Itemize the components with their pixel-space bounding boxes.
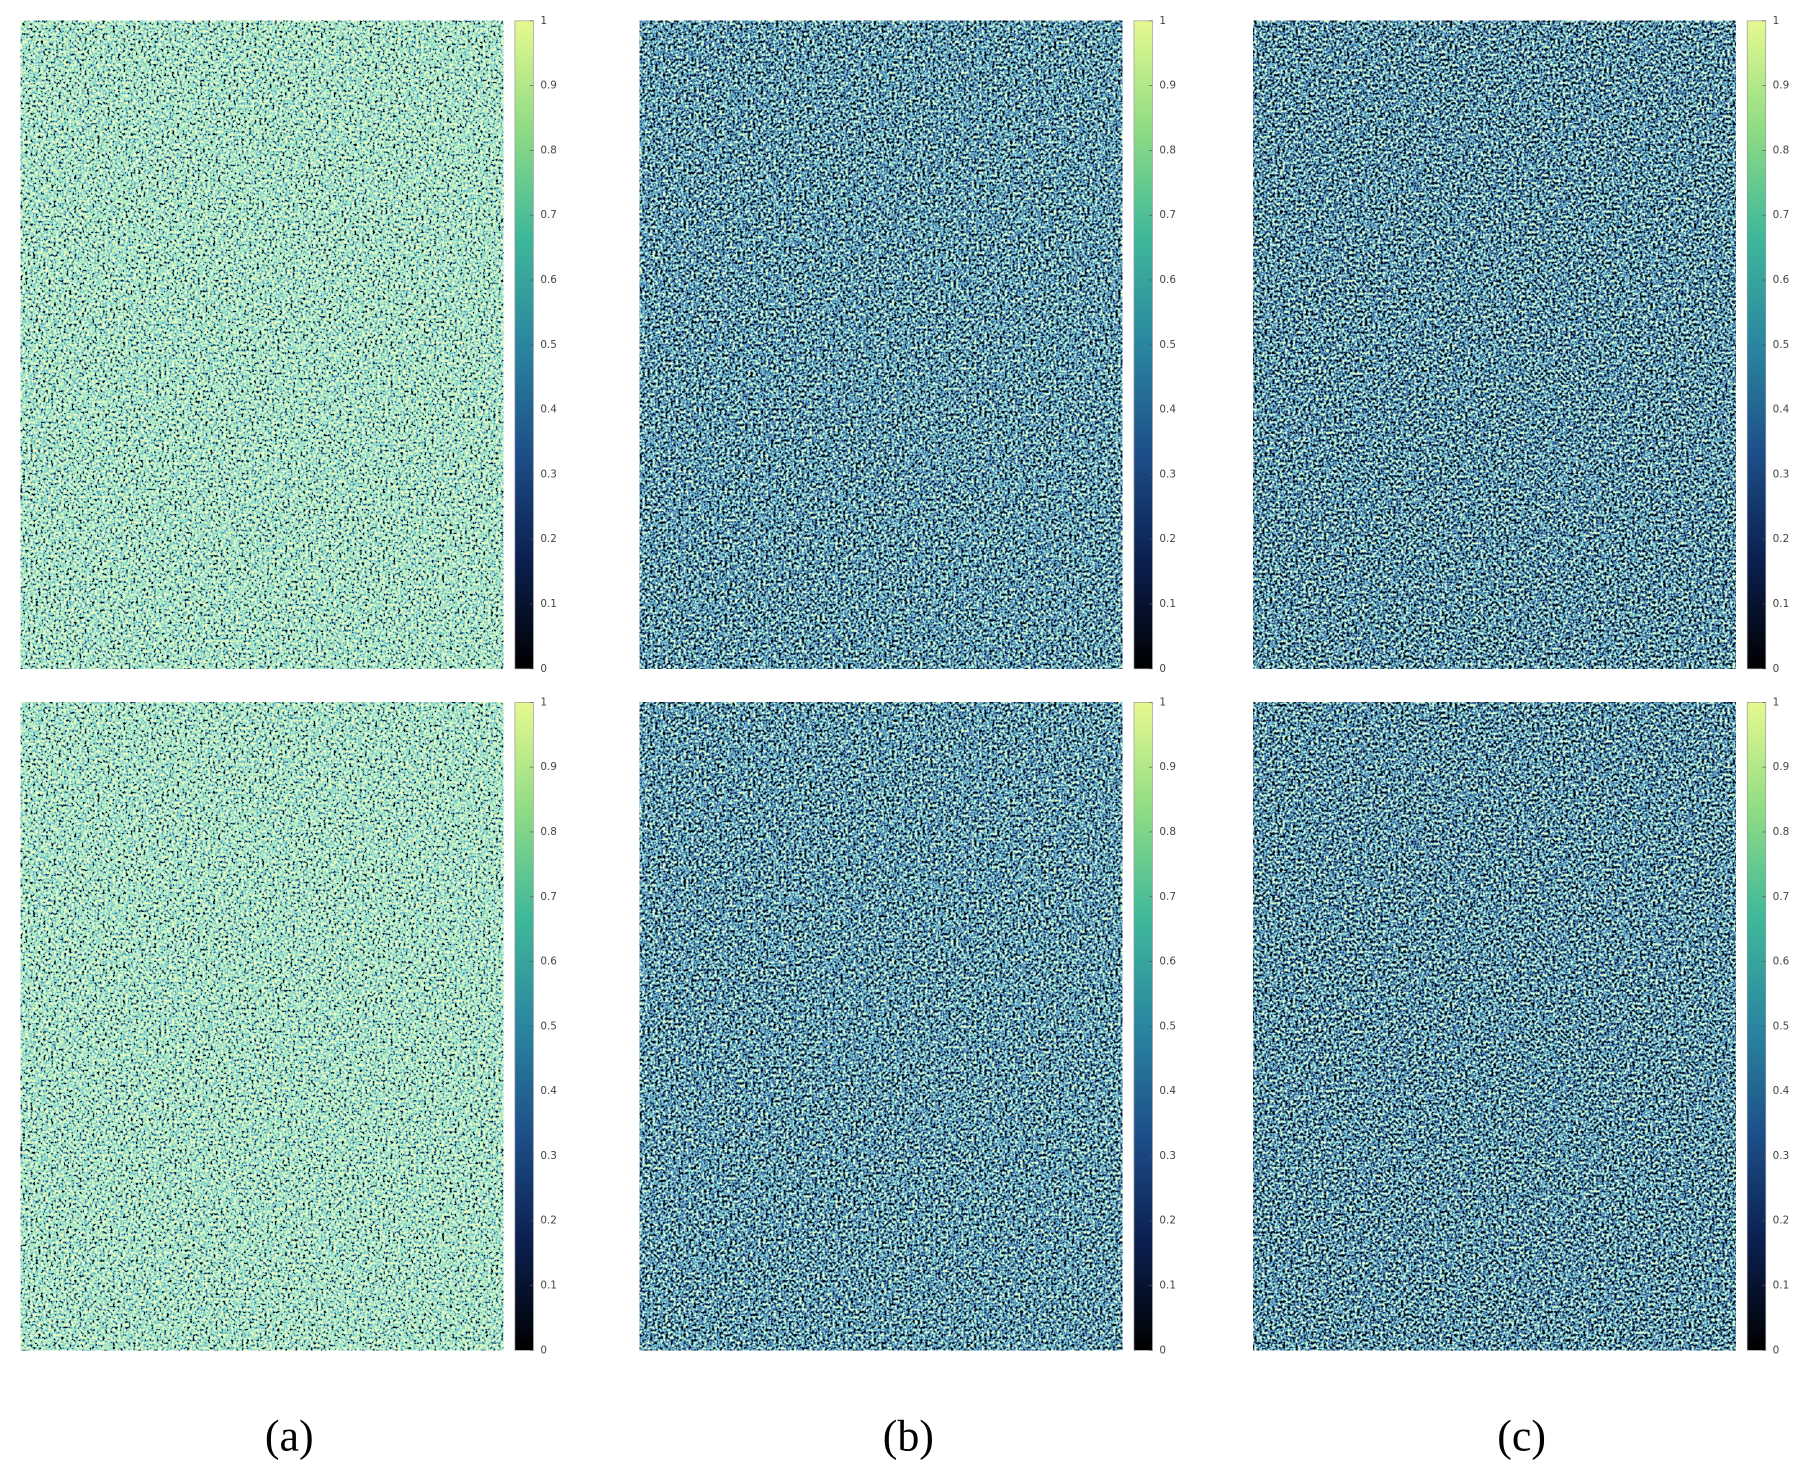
colorbar-tick-label: 0.6 — [540, 274, 557, 286]
colorbar-tick-label: 0.5 — [1159, 339, 1176, 351]
colorbar-tick-label: 0.4 — [1773, 1085, 1790, 1097]
heatmap-panel: 0 0.1 0.2 0.3 0.4 0.5 0.6 0.7 0.8 0.9 1 — [20, 696, 557, 1356]
colorbar-tick-label: 1 — [1773, 696, 1780, 708]
colorbar-tick-label: 0.1 — [1159, 598, 1176, 610]
colorbar-tick-label: 0.7 — [1159, 891, 1176, 903]
colorbar-tick-label: 0.2 — [1159, 1215, 1176, 1227]
colorbar-tick-label: 0.6 — [1159, 956, 1176, 968]
colorbar-tick-label: 0 — [1773, 663, 1780, 675]
colorbar-tick-label: 0.4 — [1159, 404, 1176, 416]
heatmap-panel: 0 0.1 0.2 0.3 0.4 0.5 0.6 0.7 0.8 0.9 1 — [1253, 696, 1790, 1356]
colorbar-tick-label: 0.9 — [1159, 80, 1176, 92]
colorbar-tick-label: 0.5 — [540, 1020, 557, 1032]
colorbar-tick-label: 0.6 — [1773, 274, 1790, 286]
colorbar-tick-label: 0.6 — [1159, 274, 1176, 286]
colorbar-tick-label: 0 — [1159, 1344, 1166, 1356]
colorbar-tick-label: 0.4 — [540, 1085, 557, 1097]
colorbar-tick-label: 0.3 — [540, 468, 557, 480]
colorbar-tick-label: 0.6 — [540, 956, 557, 968]
heatmap-panel: 0 0.1 0.2 0.3 0.4 0.5 0.6 0.7 0.8 0.9 1 — [1253, 15, 1790, 675]
colorbar-tick-label: 0.5 — [1773, 1020, 1790, 1032]
colorbar-tick-label: 0.8 — [540, 826, 557, 838]
colorbar-tick-label: 0 — [1773, 1344, 1780, 1356]
colorbar-tick-label: 0.3 — [540, 1150, 557, 1162]
colorbar-tick-label: 0.1 — [540, 598, 557, 610]
colorbar-tick-label: 0.5 — [1159, 1020, 1176, 1032]
heatmap-panel: 0 0.1 0.2 0.3 0.4 0.5 0.6 0.7 0.8 0.9 1 — [639, 696, 1176, 1356]
colorbar-tick-label: 0.9 — [1773, 761, 1790, 773]
colorbar-tick-label: 0.9 — [1159, 761, 1176, 773]
colorbar-tick-label: 0.6 — [1773, 956, 1790, 968]
panel-label: (a) — [265, 1412, 314, 1461]
colorbar-tick-label: 1 — [1159, 696, 1166, 708]
heatmap-image — [639, 702, 1123, 1351]
colorbar-tick-label: 0.4 — [1773, 404, 1790, 416]
colorbar-tick-label: 0.1 — [1159, 1280, 1176, 1292]
colorbar-tick-label: 0.1 — [1773, 598, 1790, 610]
colorbar-tick-label: 0.2 — [1773, 533, 1790, 545]
colorbar-tick-label: 0.4 — [1159, 1085, 1176, 1097]
colorbar-tick-label: 0.2 — [1159, 533, 1176, 545]
colorbar-tick-label: 0.9 — [1773, 80, 1790, 92]
colorbar-tick-label: 0.3 — [1773, 1150, 1790, 1162]
colorbar-tick-label: 1 — [1159, 15, 1166, 27]
colorbar-tick-label: 0.8 — [540, 144, 557, 156]
colorbar-tick-label: 0 — [540, 663, 547, 675]
colorbar-tick-label: 0.8 — [1773, 826, 1790, 838]
colorbar-tick-label: 0.1 — [1773, 1280, 1790, 1292]
colorbar-tick-label: 0 — [1159, 663, 1166, 675]
colorbar-tick-label: 0.7 — [1773, 209, 1790, 221]
heatmap-panel: 0 0.1 0.2 0.3 0.4 0.5 0.6 0.7 0.8 0.9 1 — [639, 15, 1176, 675]
colorbar-tick-label: 0.2 — [1773, 1215, 1790, 1227]
colorbar-tick-label: 1 — [540, 696, 547, 708]
colorbar-tick-label: 0.7 — [540, 209, 557, 221]
colorbar-tick-label: 0.3 — [1773, 468, 1790, 480]
heatmap-image — [1253, 20, 1736, 669]
colorbar-tick-label: 0.4 — [540, 404, 557, 416]
colorbar-tick-label: 0.8 — [1159, 144, 1176, 156]
heatmap-panel: 0 0.1 0.2 0.3 0.4 0.5 0.6 0.7 0.8 0.9 1 — [20, 15, 557, 675]
heatmap-image — [20, 20, 504, 669]
heatmap-image — [639, 20, 1123, 669]
colorbar-tick-label: 0.5 — [1773, 339, 1790, 351]
colorbar-tick-label: 0.7 — [540, 891, 557, 903]
heatmap-image — [1253, 702, 1736, 1351]
colorbar-tick-label: 1 — [540, 15, 547, 27]
colorbar-tick-label: 0.8 — [1159, 826, 1176, 838]
colorbar-tick-label: 0.7 — [1773, 891, 1790, 903]
colorbar-tick-label: 0.2 — [540, 533, 557, 545]
panel-label: (c) — [1497, 1412, 1546, 1461]
colorbar-tick-label: 0.8 — [1773, 144, 1790, 156]
colorbar-tick-label: 0.3 — [1159, 1150, 1176, 1162]
colorbar-tick-label: 0 — [540, 1344, 547, 1356]
colorbar-tick-label: 0.9 — [540, 761, 557, 773]
colorbar-tick-label: 1 — [1773, 15, 1780, 27]
colorbar-tick-label: 0.2 — [540, 1215, 557, 1227]
panel-label: (b) — [883, 1412, 934, 1461]
colorbar-tick-label: 0.9 — [540, 80, 557, 92]
colorbar-tick-label: 0.7 — [1159, 209, 1176, 221]
heatmap-image — [20, 702, 504, 1351]
colorbar-tick-label: 0.1 — [540, 1280, 557, 1292]
colorbar-tick-label: 0.3 — [1159, 468, 1176, 480]
colorbar-tick-label: 0.5 — [540, 339, 557, 351]
